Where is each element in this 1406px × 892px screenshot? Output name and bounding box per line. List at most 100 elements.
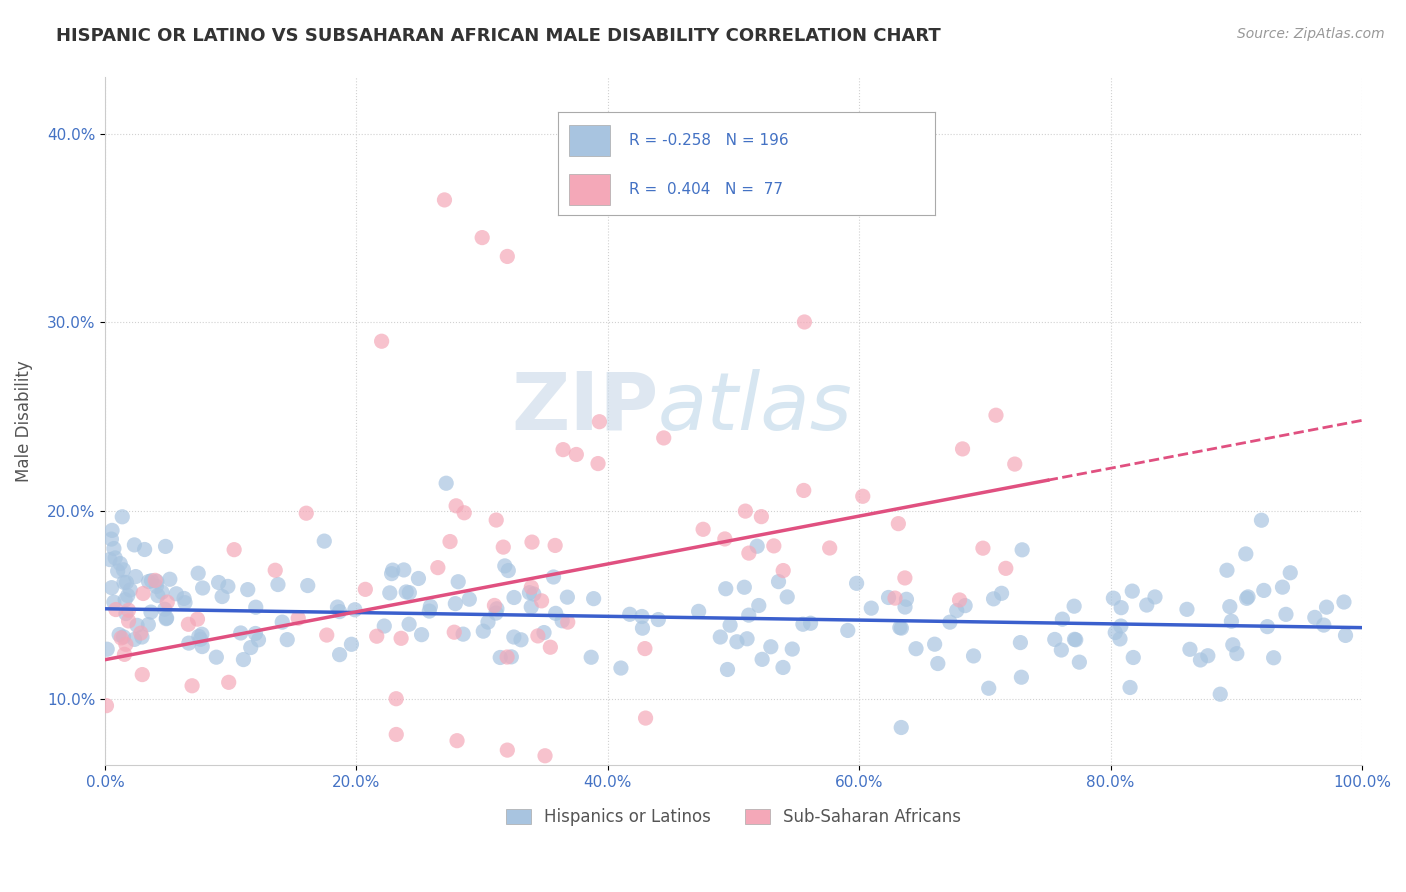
Point (443, 625, 465, 640)
Point (104, 550, 127, 565)
Point (143, 574, 166, 588)
Point (236, 582, 259, 597)
Point (156, 611, 179, 625)
Point (652, 431, 675, 445)
Point (530, 594, 553, 608)
Point (141, 574, 163, 588)
Point (385, 727, 408, 741)
Point (751, 509, 773, 524)
Point (117, 589, 139, 603)
Point (108, 627, 131, 641)
Point (498, 564, 520, 578)
Point (329, 648, 352, 662)
Point (1109, 619, 1132, 633)
Point (343, 603, 366, 617)
Point (340, 637, 363, 651)
Point (224, 542, 246, 557)
Point (768, 574, 790, 589)
Point (1256, 619, 1278, 633)
Point (610, 661, 633, 675)
Point (1226, 647, 1249, 661)
Point (738, 546, 761, 560)
Point (146, 589, 169, 603)
Point (709, 630, 731, 644)
Point (446, 733, 468, 747)
Point (800, 616, 823, 631)
Point (503, 591, 526, 605)
Point (953, 599, 976, 613)
Point (191, 627, 214, 641)
Point (174, 596, 197, 610)
Point (1315, 600, 1337, 615)
Point (232, 652, 254, 666)
Point (692, 522, 714, 536)
Point (735, 632, 758, 646)
Point (433, 193, 456, 207)
Point (134, 542, 156, 557)
Point (738, 608, 761, 623)
Point (924, 637, 946, 651)
Point (538, 640, 561, 655)
Point (159, 572, 181, 586)
Point (115, 607, 138, 621)
Point (1209, 687, 1232, 701)
Point (990, 586, 1012, 600)
Point (1279, 566, 1302, 580)
Point (557, 590, 579, 604)
Point (588, 415, 610, 429)
Point (489, 650, 512, 665)
Y-axis label: Male Disability: Male Disability (15, 360, 32, 483)
Point (634, 711, 657, 725)
Point (328, 605, 350, 619)
Point (792, 617, 814, 632)
Point (115, 575, 138, 590)
Point (887, 516, 910, 531)
Point (496, 650, 519, 665)
Point (444, 597, 467, 611)
Point (207, 575, 229, 590)
Point (631, 621, 654, 635)
Point (138, 574, 160, 589)
Point (108, 557, 131, 571)
Point (845, 576, 868, 591)
Point (1237, 590, 1260, 604)
Point (1119, 681, 1142, 695)
Point (125, 569, 148, 583)
Point (115, 637, 138, 651)
Point (818, 541, 841, 555)
Point (890, 621, 912, 635)
Point (873, 164, 896, 178)
Point (1303, 610, 1326, 624)
Point (247, 632, 270, 647)
Point (582, 591, 605, 606)
Point (439, 534, 461, 549)
Point (218, 675, 240, 690)
Point (544, 538, 567, 552)
Point (444, 499, 467, 513)
Point (1104, 625, 1126, 640)
Point (100, 581, 122, 595)
Point (165, 587, 187, 601)
Point (520, 580, 543, 594)
Point (631, 609, 654, 624)
Point (112, 630, 135, 644)
Point (411, 627, 433, 641)
Point (125, 618, 148, 632)
Point (557, 615, 579, 629)
Point (117, 603, 139, 617)
Point (1043, 632, 1066, 647)
Point (734, 504, 756, 518)
Point (1271, 580, 1294, 594)
Point (131, 667, 153, 681)
Point (114, 592, 136, 607)
Point (145, 579, 167, 593)
Point (983, 591, 1005, 606)
Point (772, 660, 794, 674)
Point (217, 579, 239, 593)
Point (98, 552, 121, 566)
Point (472, 624, 495, 639)
Point (381, 563, 404, 577)
Point (146, 574, 169, 589)
Point (1236, 591, 1258, 606)
Point (780, 642, 803, 657)
